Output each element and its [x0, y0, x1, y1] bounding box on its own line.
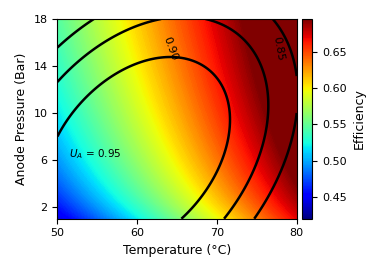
Y-axis label: Efficiency: Efficiency	[352, 88, 366, 149]
Text: $U_A$ = 0.95: $U_A$ = 0.95	[70, 148, 122, 161]
X-axis label: Temperature (°C): Temperature (°C)	[123, 244, 231, 257]
Text: 0.85: 0.85	[271, 36, 285, 62]
Y-axis label: Anode Pressure (Bar): Anode Pressure (Bar)	[15, 53, 28, 185]
Text: 0.90: 0.90	[161, 35, 179, 62]
